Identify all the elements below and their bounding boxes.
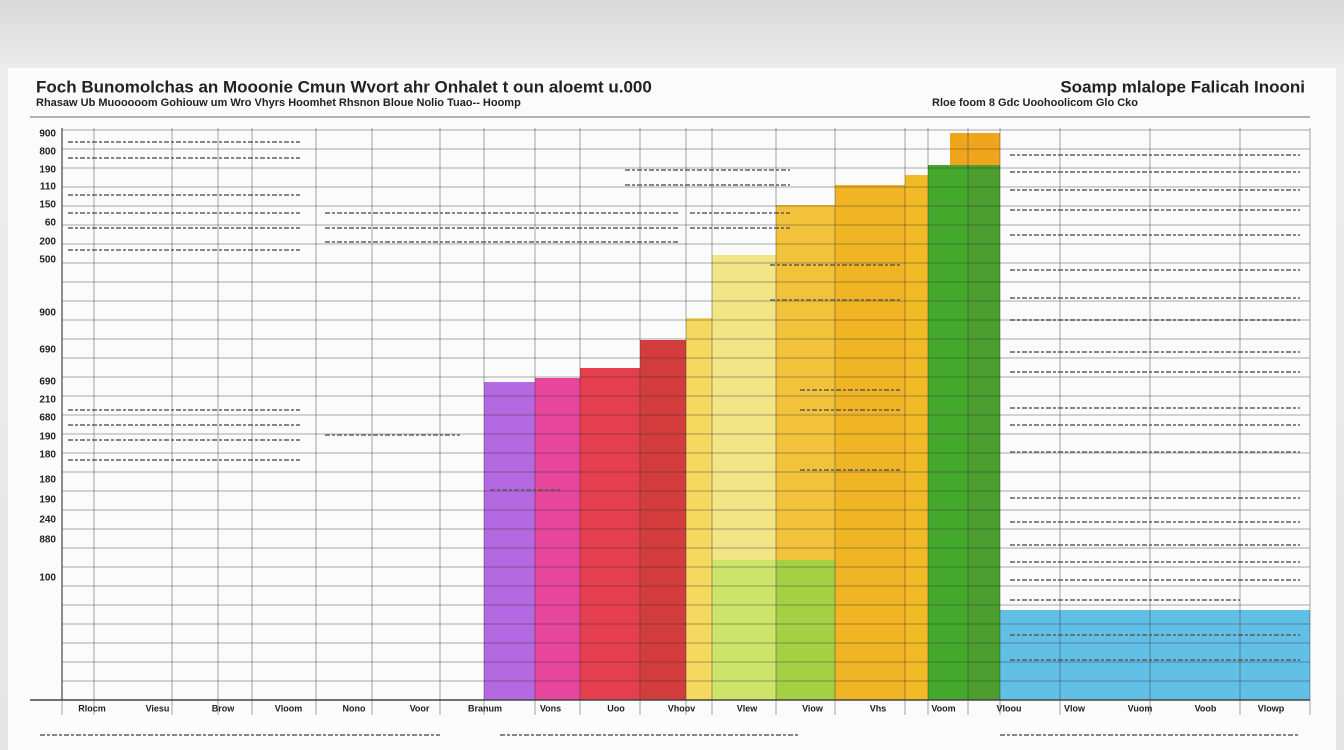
footer-label: Vlowp (1258, 703, 1285, 713)
subtitle: Rhasaw Ub Muooooom Gohiouw um Wro Vhyrs … (36, 97, 521, 109)
footer-label: Brow (212, 703, 235, 713)
title: Foch Bunomolchas an Mooonie Cmun Wvort a… (36, 77, 652, 96)
footer-label: Vlew (737, 703, 759, 713)
footer-label: Vuom (1128, 703, 1153, 713)
footer-label: Voom (931, 703, 955, 713)
footer-label: Branum (468, 703, 502, 713)
axis-label: 180 (39, 475, 56, 486)
labels: 900 800 190 110 150 60 200 500 900 690 690 210 680 19… (39, 129, 1284, 714)
footer-label: Vloou (997, 703, 1022, 713)
axis-label: 690 (39, 377, 56, 388)
axis-label: 180 (39, 450, 56, 461)
axis-label: 240 (39, 515, 56, 526)
axis-label: 800 (39, 147, 56, 158)
grid (30, 128, 1311, 736)
footer-label: Voor (410, 703, 430, 713)
axis-label: 60 (45, 218, 57, 229)
bar-shape (484, 382, 536, 700)
bar-shape (686, 318, 713, 700)
bar-shape (640, 340, 686, 700)
axis-label: 150 (39, 200, 56, 211)
footer-label: Uoo (607, 703, 625, 713)
axis-label: 690 (39, 345, 56, 356)
right-title: Soamp mlalope Falicah Inooni (1060, 77, 1305, 96)
axis-label: 500 (39, 255, 56, 266)
axis-label: 100 (39, 573, 56, 584)
axis-label: 210 (39, 395, 56, 406)
bar-shape (580, 368, 642, 700)
footer-label: Vhoov (668, 703, 696, 713)
footer-label: Vloom (275, 703, 303, 713)
footer-label: Vhs (870, 703, 887, 713)
axis-label: 190 (39, 432, 56, 443)
bar-shape (535, 378, 581, 700)
bar-shape (712, 560, 776, 700)
bar-shape (905, 175, 929, 700)
bars (484, 133, 1310, 700)
footer-label: Vlow (1064, 703, 1086, 713)
bar-shape (968, 135, 1000, 700)
bar-shape (776, 560, 836, 700)
footer-label: Viow (802, 703, 824, 713)
footer-label: Nono (343, 703, 366, 713)
axis-label: 190 (39, 495, 56, 506)
axis-label: 110 (40, 182, 57, 193)
axis-label: 680 (39, 413, 56, 424)
axis-label: 200 (39, 237, 56, 248)
axis-label: 900 (39, 129, 56, 140)
bar-shape (928, 165, 970, 700)
bar-shape (835, 185, 907, 700)
footer-label: Rlocm (78, 703, 106, 713)
footer-label: Vons (540, 703, 561, 713)
footer-label: Viesu (146, 703, 170, 713)
axis-label: 880 (39, 535, 56, 546)
footer-label: Voob (1195, 703, 1217, 713)
axis-label: 190 (39, 165, 56, 176)
right-subtitle: Rloe foom 8 Gdc Uoohoolicom Glo Cko (932, 97, 1138, 109)
bar-shape (1000, 610, 1310, 700)
axis-label: 900 (39, 308, 56, 319)
